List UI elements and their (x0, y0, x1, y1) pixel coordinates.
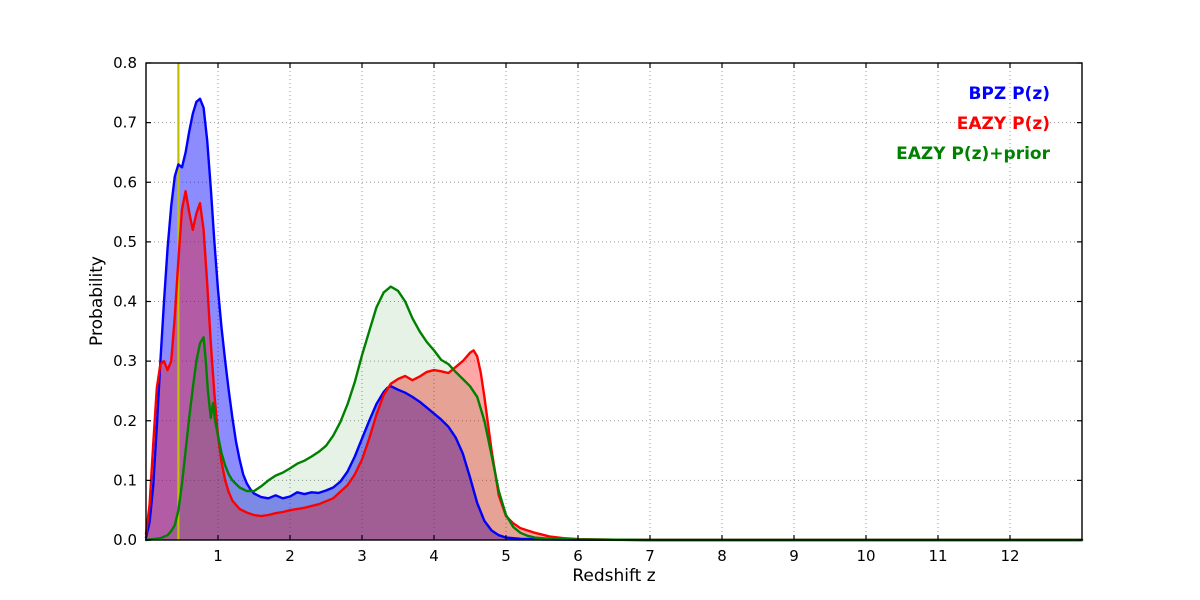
y-tick-label: 0.5 (113, 233, 137, 251)
x-tick-label: 8 (717, 547, 727, 565)
x-tick-label: 6 (573, 547, 583, 565)
y-tick-label: 0.8 (113, 54, 137, 72)
y-tick-label: 0.1 (113, 471, 137, 489)
x-tick-label: 12 (1000, 547, 1019, 565)
y-tick-label: 0.2 (113, 412, 137, 430)
legend-item-eazy: EAZY P(z) (956, 114, 1050, 134)
legend: BPZ P(z) EAZY P(z) EAZY P(z)+prior (896, 84, 1050, 174)
x-tick-label: 3 (357, 547, 367, 565)
y-tick-label: 0.0 (113, 531, 137, 549)
x-tick-label: 4 (429, 547, 439, 565)
x-axis-label: Redshift z (572, 566, 656, 586)
y-tick-label: 0.6 (113, 173, 137, 191)
legend-item-bpz: BPZ P(z) (968, 84, 1050, 104)
x-tick-label: 5 (501, 547, 511, 565)
x-tick-label: 1 (213, 547, 223, 565)
x-tick-label: 7 (645, 547, 655, 565)
x-tick-label: 11 (928, 547, 947, 565)
x-tick-label: 10 (856, 547, 875, 565)
y-tick-label: 0.4 (113, 293, 137, 311)
y-tick-label: 0.7 (113, 114, 137, 132)
y-axis-label: Probability (87, 256, 107, 346)
x-tick-label: 2 (285, 547, 295, 565)
legend-item-eazy-prior: EAZY P(z)+prior (896, 144, 1050, 164)
y-tick-label: 0.3 (113, 352, 137, 370)
x-tick-label: 9 (789, 547, 799, 565)
